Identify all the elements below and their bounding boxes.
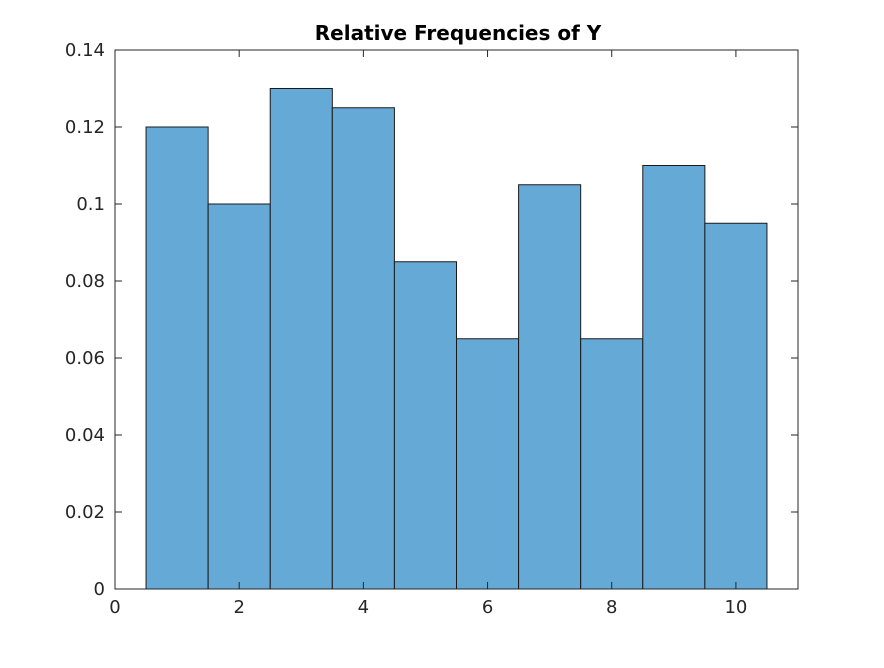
x-tick-label-5: 10 [724, 597, 747, 618]
x-tick-label-1: 2 [233, 597, 244, 618]
bar-9 [642, 165, 706, 590]
y-tick-label-5: 0.1 [76, 194, 105, 215]
bar-8 [580, 338, 644, 590]
y-tick-label-7: 0.14 [65, 40, 105, 61]
y-tick-label-2: 0.04 [65, 425, 105, 446]
bar-4 [331, 107, 395, 590]
bar-6 [456, 338, 520, 590]
x-tick-label-2: 4 [358, 597, 369, 618]
axes-box [114, 49, 799, 590]
bar-3 [269, 88, 333, 590]
y-tick-label-4: 0.08 [65, 271, 105, 292]
y-tick-label-3: 0.06 [65, 348, 105, 369]
y-tick-label-1: 0.02 [65, 502, 105, 523]
chart-title: Relative Frequencies of Y [315, 21, 602, 45]
bar-7 [518, 184, 582, 590]
y-tick-label-0: 0 [94, 579, 105, 600]
x-tick-label-3: 6 [482, 597, 493, 618]
x-tick-label-0: 0 [109, 597, 120, 618]
bars-group [145, 88, 768, 590]
y-tick-label-6: 0.12 [65, 117, 105, 138]
bar-5 [393, 261, 457, 590]
x-tick-label-4: 8 [606, 597, 617, 618]
bar-2 [207, 203, 271, 590]
bar-1 [145, 126, 209, 590]
axes-group: 0 2 4 6 8 10 0 0.02 0.04 0.06 0.08 0.1 0.12 0.14 [65, 40, 799, 618]
bar-10 [704, 222, 768, 590]
